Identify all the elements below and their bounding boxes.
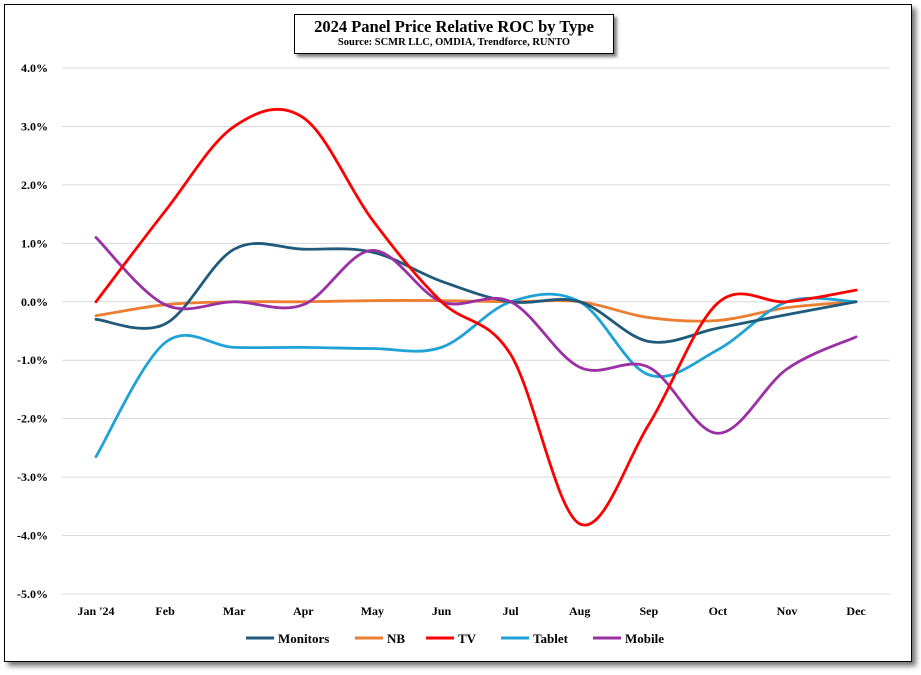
y-tick-label: 2.0% [21, 178, 48, 192]
x-tick-label: Mar [223, 604, 246, 618]
x-tick-label: Dec [846, 604, 866, 618]
chart-title: 2024 Panel Price Relative ROC by Type [314, 17, 594, 36]
legend: Monitors NB TV Tablet Mobile [246, 631, 664, 646]
x-tick-label: May [361, 604, 384, 618]
x-tick-label: Apr [293, 604, 314, 618]
y-tick-label: 1.0% [21, 236, 48, 250]
x-tick-label: Nov [777, 604, 798, 618]
grid-lines [62, 67, 890, 595]
y-tick-label: -1.0% [17, 353, 48, 367]
y-tick-label: 4.0% [21, 61, 48, 75]
y-tick-label: 0.0% [21, 295, 48, 309]
legend-label: Monitors [278, 631, 329, 646]
series-lines [94, 107, 858, 527]
legend-item-nb: NB [355, 631, 405, 646]
legend-label: TV [458, 631, 477, 646]
x-tick-label: Oct [709, 604, 728, 618]
series-line-mobile [94, 236, 858, 435]
legend-label: Mobile [625, 631, 664, 646]
chart-subtitle: Source: SCMR LLC, OMDIA, Trendforce, RUN… [337, 37, 571, 48]
series-line-tv [94, 107, 858, 527]
series-line-monitors [94, 242, 858, 344]
legend-item-tablet: Tablet [501, 631, 569, 646]
x-tick-label: Jan '24 [77, 604, 114, 618]
x-tick-label: Aug [569, 604, 590, 618]
x-axis: Jan '24 Feb Mar Apr May Jun Jul Aug Sep Oct Nov Dec [77, 604, 866, 618]
legend-label: Tablet [533, 631, 569, 646]
series-line-tablet [94, 292, 858, 459]
legend-item-monitors: Monitors [246, 631, 329, 646]
y-tick-label: -2.0% [17, 412, 48, 426]
chart-title-box: 2024 Panel Price Relative ROC by Type So… [294, 14, 614, 54]
y-tick-label: -5.0% [17, 587, 48, 601]
x-tick-label: Feb [155, 604, 175, 618]
y-axis: 4.0% 3.0% 2.0% 1.0% 0.0% -1.0% -2.0% -3.0% -4.0%… [17, 61, 48, 601]
x-tick-label: Jun [432, 604, 452, 618]
y-tick-label: 3.0% [21, 119, 48, 133]
y-tick-label: -3.0% [17, 470, 48, 484]
legend-item-tv: TV [426, 631, 477, 646]
x-tick-label: Jul [503, 604, 520, 618]
legend-item-mobile: Mobile [593, 631, 664, 646]
x-tick-label: Sep [639, 604, 658, 618]
y-tick-label: -4.0% [17, 529, 48, 543]
series-line-nb [94, 299, 858, 323]
legend-label: NB [387, 631, 405, 646]
chart-frame [4, 4, 912, 662]
